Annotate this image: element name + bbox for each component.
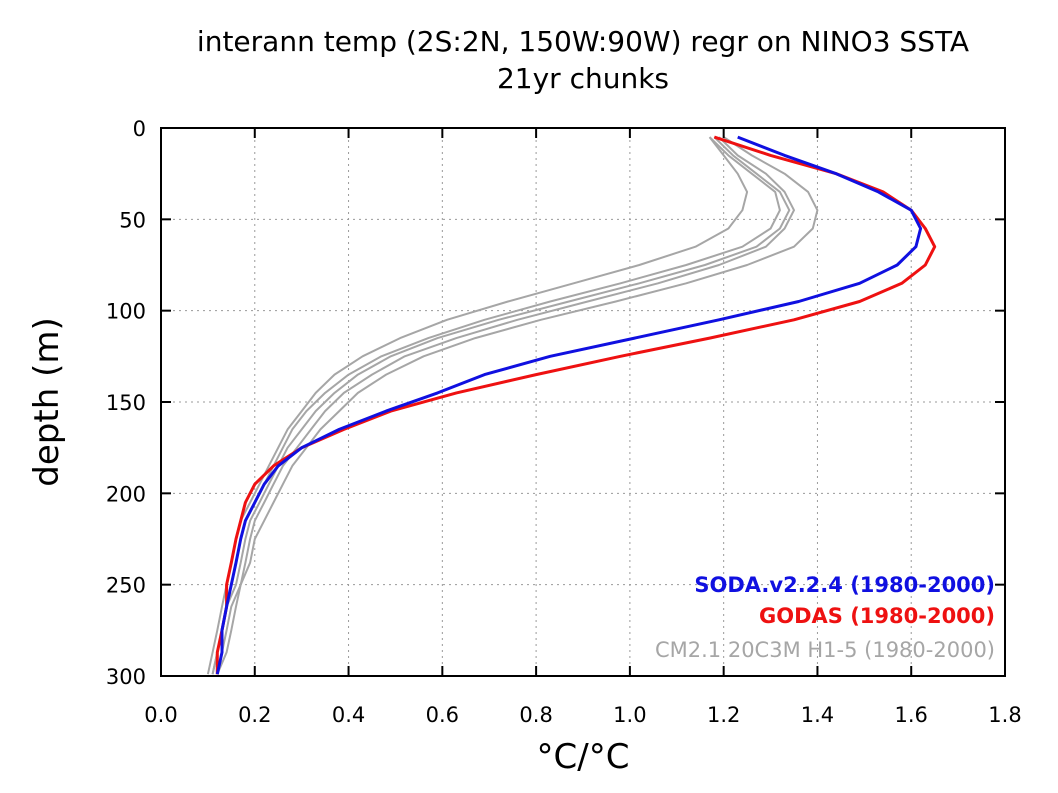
legend-entry-soda: SODA.v2.2.4 (1980-2000) <box>694 573 995 597</box>
y-tick-label: 200 <box>106 482 146 506</box>
y-tick-label: 300 <box>106 665 146 689</box>
series-line-cm21-member <box>216 136 795 675</box>
chart-title: interann temp (2S:2N, 150W:90W) regr on … <box>197 25 969 58</box>
x-tick-label: 1.8 <box>988 703 1021 727</box>
x-tick-label: 1.6 <box>895 703 928 727</box>
series-line-soda <box>215 135 923 675</box>
legend-entry-cm21: CM2.1 20C3M H1-5 (1980-2000) <box>655 638 995 662</box>
y-tick-label: 100 <box>106 300 146 324</box>
x-tick-label: 0.4 <box>332 703 365 727</box>
x-tick-label: 0.2 <box>238 703 271 727</box>
series-lines <box>206 135 937 675</box>
legend-entry-godas: GODAS (1980-2000) <box>759 604 995 628</box>
x-axis-ticks: 0.0 0.2 0.4 0.6 0.8 1.0 1.2 1.4 1.6 1.8 <box>144 128 1022 727</box>
chart-subtitle: 21yr chunks <box>497 62 669 95</box>
series-line-cm21-member <box>211 136 791 675</box>
x-tick-label: 0.6 <box>426 703 459 727</box>
x-axis-label: °C/°C <box>537 737 630 777</box>
y-tick-label: 0 <box>133 117 146 141</box>
x-tick-label: 1.4 <box>801 703 834 727</box>
series-line-godas <box>215 135 937 675</box>
grid-lines <box>161 128 1005 676</box>
x-tick-label: 1.0 <box>613 703 646 727</box>
series-line-cm21-member <box>206 136 749 675</box>
y-tick-label: 150 <box>106 391 146 415</box>
y-tick-label: 50 <box>119 208 146 232</box>
y-tick-label: 250 <box>106 574 146 598</box>
legend: SODA.v2.2.4 (1980-2000) GODAS (1980-2000… <box>655 573 995 662</box>
x-tick-label: 0.8 <box>519 703 552 727</box>
series-line-cm21-member <box>216 136 819 675</box>
x-tick-label: 0.0 <box>144 703 177 727</box>
y-axis-ticks: 0 50 100 150 200 250 300 <box>106 117 1005 689</box>
x-tick-label: 1.2 <box>707 703 740 727</box>
y-axis-label: depth (m) <box>27 317 67 486</box>
